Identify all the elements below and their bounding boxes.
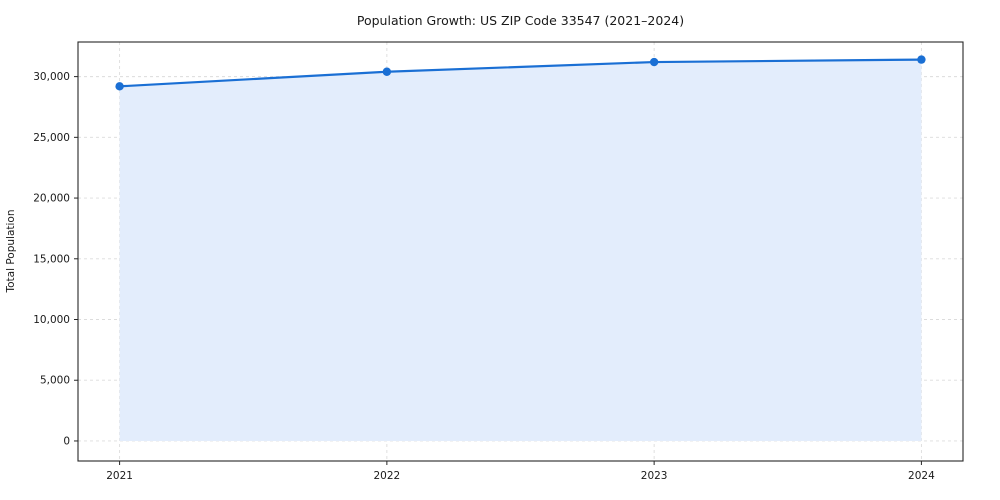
x-tick-label: 2022 [373, 470, 400, 482]
y-tick-label: 5,000 [40, 375, 70, 387]
y-axis-label: Total Population [5, 209, 17, 293]
chart-title: Population Growth: US ZIP Code 33547 (20… [356, 13, 685, 28]
x-tick-label: 2023 [641, 470, 668, 482]
y-tick-label: 25,000 [33, 132, 70, 144]
population-line [118, 58, 923, 88]
data-point-marker [382, 67, 392, 76]
y-tick-label: 30,000 [33, 71, 70, 83]
y-tick-label: 15,000 [33, 253, 70, 265]
y-tick-label: 20,000 [33, 193, 70, 205]
area-fill [119, 59, 922, 441]
y-tick-label: 10,000 [33, 314, 70, 326]
data-point-marker [917, 55, 926, 64]
data-point-marker [649, 57, 659, 67]
plot-border [77, 41, 964, 462]
y-tick-label: 0 [63, 435, 70, 447]
x-tick-label: 2024 [908, 470, 935, 482]
data-point-marker [115, 82, 124, 91]
x-tick-label: 2021 [106, 470, 133, 482]
